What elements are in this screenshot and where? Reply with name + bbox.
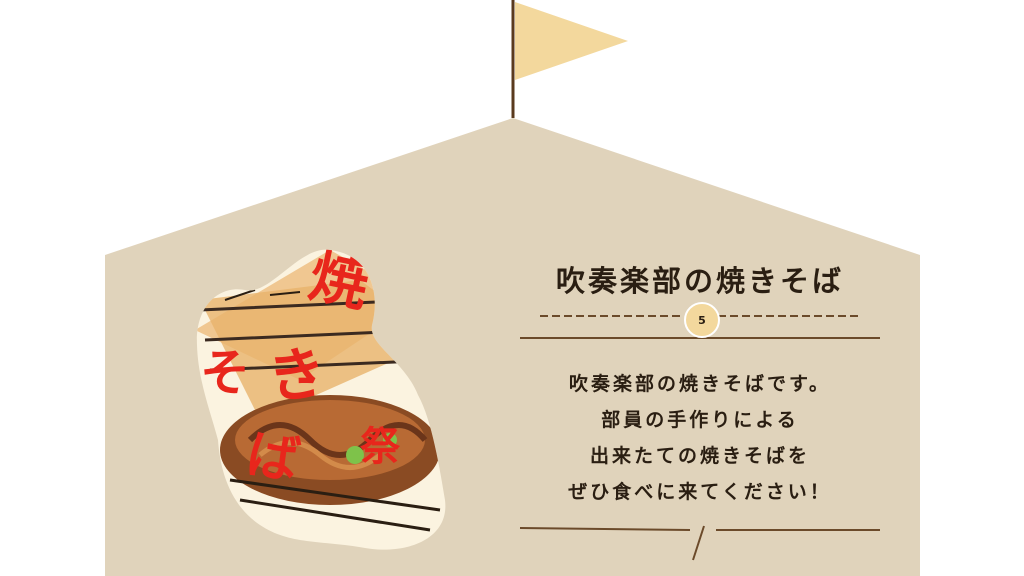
solid-rule-bottom-left xyxy=(519,527,691,531)
description-line: 吹奏楽部の焼きそばです。 xyxy=(568,373,832,395)
flag-icon xyxy=(515,2,628,80)
description-line: 出来たての焼きそばを xyxy=(589,445,810,467)
svg-text:ば: ば xyxy=(242,424,304,492)
badge-icon: 5 xyxy=(684,302,720,338)
card-title: 吹奏楽部の焼きそば xyxy=(555,264,844,298)
description-line: 部員の手作りによる xyxy=(601,409,799,431)
description-line: ぜひ食べに来てください！ xyxy=(568,481,832,503)
svg-text:祭: 祭 xyxy=(360,424,401,470)
slash-divider xyxy=(692,525,705,561)
svg-text:そ: そ xyxy=(200,344,250,402)
svg-text:き: き xyxy=(264,337,331,412)
card-description: 吹奏楽部の焼きそばです。 部員の手作りによる 出来たての焼きそばを ぜひ食べに来… xyxy=(520,366,880,510)
